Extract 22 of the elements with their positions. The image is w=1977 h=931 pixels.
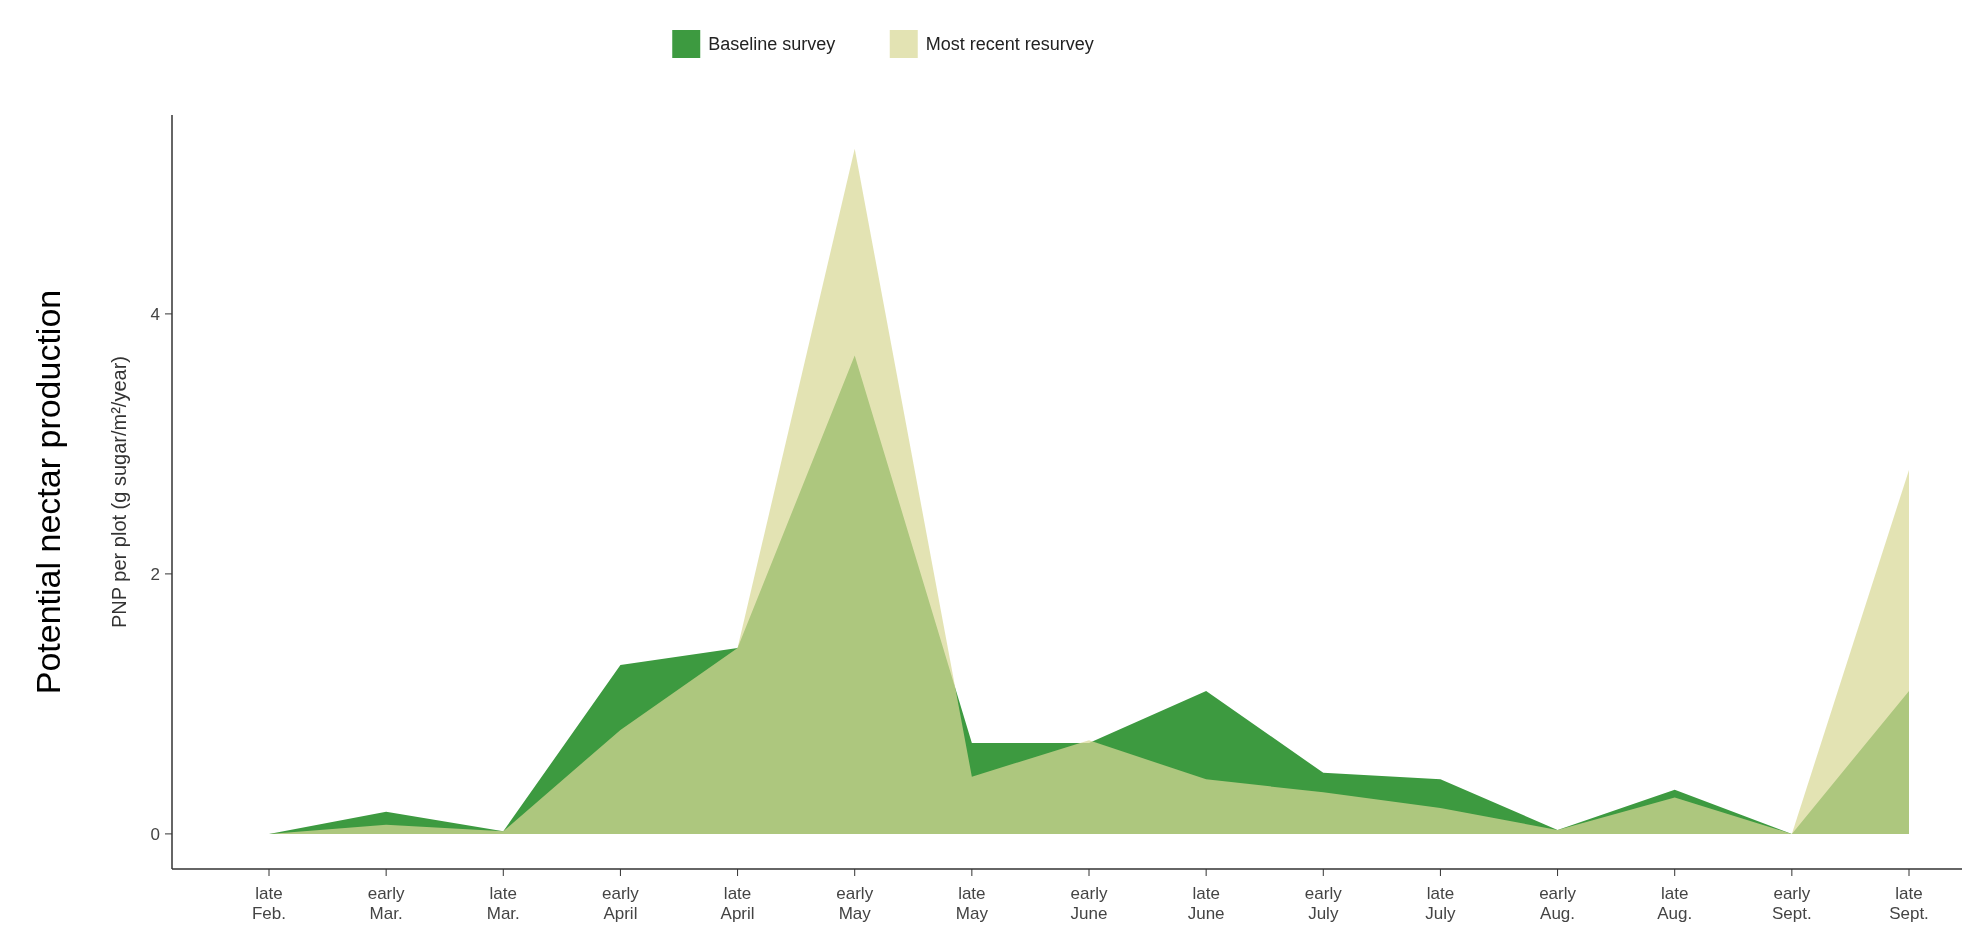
x-tick-label: late Sept. xyxy=(1889,884,1929,923)
x-tick-label: early May xyxy=(836,884,874,923)
x-tick-label: early Aug. xyxy=(1539,884,1577,923)
y-tick-label: 4 xyxy=(150,304,160,324)
y-tick-label: 2 xyxy=(150,564,160,584)
x-tick-label: early Sept. xyxy=(1772,884,1812,923)
x-tick-label: late Mar. xyxy=(486,884,520,923)
x-tick-label: late Aug. xyxy=(1657,884,1693,923)
x-tick-label: early April xyxy=(602,884,640,923)
x-tick-label: early June xyxy=(1070,884,1108,923)
x-tick-label: late Feb. xyxy=(251,884,287,923)
x-tick-label: late May xyxy=(955,884,989,923)
y-axis-title: PNP per plot (g sugar/m²/year) xyxy=(108,356,130,628)
x-tick-label: late July xyxy=(1425,884,1457,923)
y-tick-label: 0 xyxy=(150,824,160,844)
x-tick-label: early Mar. xyxy=(367,884,406,923)
x-tick-label: late June xyxy=(1187,884,1225,923)
legend-label: Baseline survey xyxy=(708,34,836,55)
text: Potential nectar production xyxy=(29,289,67,695)
legend-label: Most recent resurvey xyxy=(925,34,1094,55)
x-tick-label: late April xyxy=(720,884,755,923)
x-tick-label: early July xyxy=(1304,884,1343,923)
